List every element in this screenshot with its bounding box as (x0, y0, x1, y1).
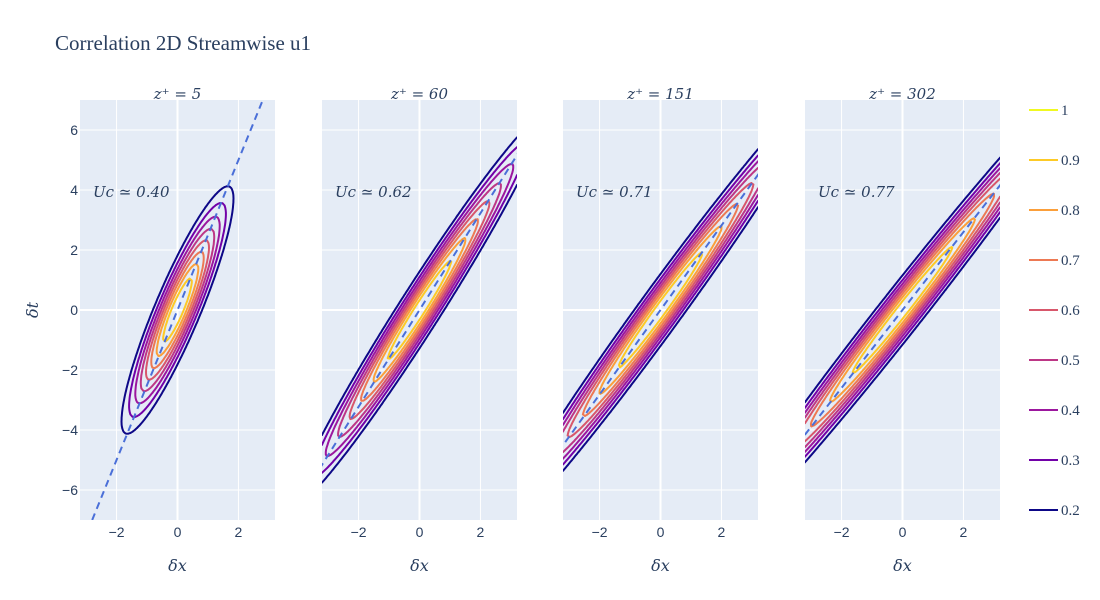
panel-title: z⁺ = 60 (390, 85, 448, 103)
contour-level-0_3 (322, 146, 517, 474)
legend-item: 0.9 (1029, 153, 1080, 169)
x-tick-label: 0 (657, 524, 665, 540)
contour-level-0_9 (162, 277, 193, 343)
contour-level-0_5 (337, 182, 502, 438)
legend-item: 0.6 (1029, 303, 1080, 319)
convection-velocity-line (805, 183, 1000, 437)
legend-label: 0.4 (1061, 403, 1080, 419)
uc-annotation: Uc ≃ 0.71 (576, 183, 653, 201)
contour-level-0_7 (360, 218, 479, 402)
x-tick-label: −2 (834, 524, 850, 540)
y-tick-label: −2 (62, 362, 78, 378)
chart-title: Correlation 2D Streamwise u1 (55, 31, 311, 55)
contours (322, 136, 517, 484)
x-tick-label: 0 (899, 524, 907, 540)
contour-level-0_7 (150, 250, 205, 370)
contour-level-0_4 (805, 167, 1000, 453)
legend-item: 0.7 (1029, 253, 1080, 269)
contour-level-0_3 (128, 202, 227, 418)
contour-level-0_3 (805, 162, 1000, 458)
contour-level-0_8 (372, 237, 467, 383)
y-axis-label: δt (23, 301, 42, 318)
convection-velocity-line (91, 100, 264, 520)
panel-title: z⁺ = 302 (868, 85, 936, 103)
contour-level-0_4 (563, 160, 758, 460)
contour-level-0_2 (563, 148, 758, 472)
x-tick-label: −2 (351, 524, 367, 540)
legend-label: 0.6 (1061, 303, 1080, 319)
contour-level-0_6 (805, 177, 1000, 443)
contour-level-0_8 (155, 262, 200, 358)
legend: 1 0.9 0.8 0.7 0.6 0.5 0.4 0.3 0.2 (1029, 103, 1080, 519)
contour-level-0_4 (324, 163, 515, 457)
legend-label: 0.2 (1061, 503, 1080, 519)
uc-annotation: Uc ≃ 0.62 (335, 183, 412, 201)
legend-label: 0.7 (1061, 253, 1080, 269)
y-tick-label: 6 (70, 122, 78, 138)
contour-level-0_4 (134, 215, 221, 405)
y-tick-label: −6 (62, 482, 78, 498)
legend-label: 0.9 (1061, 153, 1080, 169)
contour-level-0_6 (348, 199, 491, 421)
legend-item: 0.5 (1029, 353, 1080, 369)
y-tick-label: 0 (70, 302, 78, 318)
contour-level-0_5 (563, 166, 758, 454)
x-tick-label: 2 (235, 524, 243, 540)
x-tick-label: −2 (109, 524, 125, 540)
contour-level-0_2 (120, 185, 235, 435)
contour-level-0_9 (618, 251, 703, 369)
legend-item: 1 (1029, 103, 1069, 119)
x-axis-label: δx (410, 556, 429, 575)
legend-label: 0.3 (1061, 453, 1080, 469)
contour-level-0_3 (563, 154, 758, 466)
x-axis-label: δx (893, 556, 912, 575)
legend-item: 0.2 (1029, 503, 1080, 519)
panel-title: z⁺ = 5 (153, 85, 201, 103)
contour-level-0_8 (598, 225, 723, 395)
x-tick-label: 0 (174, 524, 182, 540)
y-tick-label: 2 (70, 242, 78, 258)
x-tick-label: 0 (416, 524, 424, 540)
panel-4: z⁺ = 302 Uc ≃ 0.77 −2 0 2 δx (805, 85, 1000, 575)
x-tick-label: 2 (477, 524, 485, 540)
legend-item: 0.4 (1029, 403, 1080, 419)
x-tick-label: −2 (592, 524, 608, 540)
uc-annotation: Uc ≃ 0.40 (93, 183, 170, 201)
panel-3: z⁺ = 151 Uc ≃ 0.71 −2 0 2 δx (563, 85, 758, 575)
contour-level-0_5 (139, 227, 216, 393)
panel-title: z⁺ = 151 (626, 85, 694, 103)
legend-label: 1 (1061, 103, 1069, 119)
legend-item: 0.8 (1029, 203, 1080, 219)
contour-level-0_9 (386, 260, 453, 360)
y-tick-label: −4 (62, 422, 78, 438)
contour-level-0_2 (322, 136, 517, 484)
convection-velocity-line (322, 153, 517, 467)
x-tick-label: 2 (718, 524, 726, 540)
legend-label: 0.5 (1061, 353, 1080, 369)
contours (91, 100, 264, 520)
contour-level-0_6 (145, 239, 210, 381)
x-axis-label: δx (168, 556, 187, 575)
uc-annotation: Uc ≃ 0.77 (818, 183, 895, 201)
x-axis-label: δx (651, 556, 670, 575)
contour-level-0_2 (805, 156, 1000, 464)
contour-level-0_7 (809, 192, 996, 428)
contours (563, 148, 758, 472)
contours (805, 156, 1000, 464)
convection-velocity-line (563, 173, 758, 447)
x-tick-label: 2 (960, 524, 968, 540)
contour-level-0_7 (581, 203, 740, 417)
panel-1: z⁺ = 5 Uc ≃ 0.40 −2 0 2 δx 6 4 2 0 −2 −4 −6 (62, 85, 275, 575)
y-tick-label: 4 (70, 182, 78, 198)
legend-label: 0.8 (1061, 203, 1080, 219)
legend-item: 0.3 (1029, 453, 1080, 469)
panel-2: z⁺ = 60 Uc ≃ 0.62 −2 0 2 δx (322, 85, 517, 575)
contour-level-0_5 (805, 172, 1000, 448)
